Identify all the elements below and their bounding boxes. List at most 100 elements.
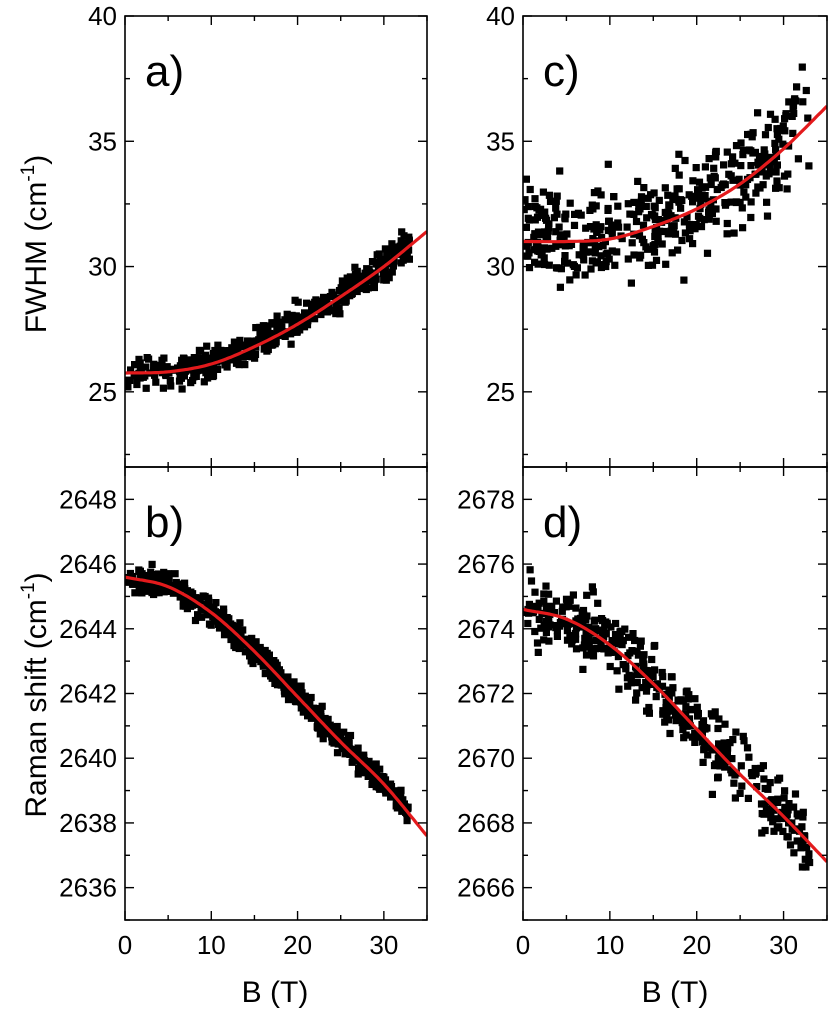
y-tick-label: 2674: [457, 614, 515, 644]
data-point: [526, 566, 534, 574]
data-point: [368, 780, 376, 788]
data-point: [203, 600, 211, 608]
data-point: [351, 749, 360, 757]
data-point: [278, 323, 286, 331]
data-point: [152, 583, 160, 592]
data-point: [194, 611, 202, 619]
data-point: [799, 808, 807, 816]
data-point: [627, 279, 635, 287]
data-point: [284, 696, 293, 704]
data-point: [221, 613, 229, 622]
data-point: [343, 747, 351, 755]
data-point: [586, 223, 595, 231]
data-point: [579, 606, 588, 615]
data-point: [211, 346, 219, 355]
data-point: [271, 340, 279, 348]
data-point: [794, 155, 802, 163]
data-point: [174, 364, 182, 372]
data-point: [704, 751, 712, 759]
data-point: [570, 221, 579, 229]
data-point: [705, 208, 713, 216]
data-point: [209, 362, 217, 370]
data-point: [540, 244, 549, 252]
data-point: [699, 717, 708, 725]
data-point: [530, 233, 538, 241]
data-point: [713, 185, 721, 194]
data-point: [619, 661, 627, 669]
data-point: [591, 249, 599, 257]
data-point: [772, 168, 780, 176]
data-point: [717, 183, 725, 192]
data-point: [793, 837, 801, 845]
data-point: [582, 224, 590, 232]
data-point: [689, 198, 697, 206]
data-point: [698, 738, 706, 746]
data-point: [748, 772, 756, 780]
data-point: [653, 680, 661, 688]
data-point: [723, 219, 731, 228]
data-point: [557, 265, 565, 273]
data-point: [563, 230, 571, 238]
y-tick-label: 25: [88, 377, 117, 407]
data-point: [712, 205, 720, 213]
data-point: [802, 86, 810, 95]
x-axis-title-right: B (T): [642, 976, 709, 1009]
data-point: [588, 201, 596, 209]
data-point: [178, 385, 186, 393]
data-point: [397, 259, 405, 267]
data-point: [720, 161, 728, 169]
data-point: [545, 619, 553, 627]
data-point: [664, 230, 672, 238]
x-tick-label: 0: [516, 930, 530, 960]
data-point: [283, 310, 291, 318]
data-point: [293, 328, 301, 336]
y-tick-label: 25: [486, 377, 515, 407]
data-point: [683, 213, 691, 221]
data-point: [264, 325, 272, 334]
data-point: [791, 790, 800, 798]
data-point: [651, 232, 659, 241]
data-points-b: [125, 560, 412, 825]
data-point: [696, 214, 704, 222]
data-point: [398, 228, 406, 236]
data-point: [674, 710, 682, 718]
data-point: [626, 210, 634, 218]
data-point: [589, 205, 597, 213]
y-tick-label: 2638: [59, 808, 117, 838]
data-point: [173, 580, 181, 588]
data-point: [655, 196, 663, 204]
data-point: [637, 251, 645, 259]
data-point: [365, 757, 373, 765]
data-point: [322, 729, 330, 737]
data-point: [666, 202, 674, 210]
data-point: [247, 657, 255, 665]
data-point: [150, 364, 158, 372]
data-point: [607, 623, 615, 631]
data-point: [680, 276, 688, 284]
data-point: [281, 332, 289, 340]
data-point: [545, 224, 553, 232]
data-point: [523, 196, 529, 204]
data-point: [311, 315, 319, 323]
data-point: [148, 589, 156, 597]
data-point: [572, 630, 580, 638]
data-point: [572, 645, 581, 653]
data-point: [277, 669, 285, 677]
data-point: [252, 655, 260, 663]
data-point: [338, 736, 346, 744]
data-point: [650, 248, 659, 256]
data-point: [597, 638, 605, 647]
data-point: [548, 603, 556, 611]
data-point: [364, 772, 372, 780]
data-point: [631, 636, 639, 645]
data-point: [611, 631, 620, 639]
data-point: [633, 647, 641, 655]
data-point: [307, 693, 315, 702]
data-point: [373, 251, 381, 259]
data-point: [159, 384, 167, 392]
data-point: [790, 109, 798, 117]
data-point: [771, 139, 779, 147]
data-point: [299, 319, 307, 327]
data-point: [530, 602, 538, 610]
data-point: [798, 63, 806, 71]
